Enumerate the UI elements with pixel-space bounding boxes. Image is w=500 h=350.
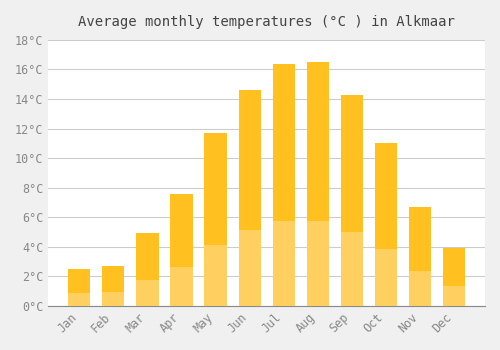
- Bar: [204, 133, 227, 306]
- Bar: [443, 286, 465, 306]
- Bar: [306, 62, 329, 306]
- Bar: [272, 221, 295, 306]
- Bar: [170, 194, 192, 306]
- Bar: [136, 233, 158, 306]
- Bar: [409, 271, 431, 306]
- Bar: [375, 143, 397, 306]
- Bar: [170, 267, 192, 306]
- Bar: [272, 64, 295, 306]
- Bar: [204, 245, 227, 306]
- Bar: [375, 249, 397, 306]
- Bar: [238, 230, 260, 306]
- Bar: [68, 293, 90, 306]
- Bar: [238, 90, 260, 306]
- Bar: [306, 220, 329, 306]
- Bar: [409, 207, 431, 306]
- Title: Average monthly temperatures (°C ) in Alkmaar: Average monthly temperatures (°C ) in Al…: [78, 15, 455, 29]
- Bar: [136, 280, 158, 306]
- Bar: [341, 232, 363, 306]
- Bar: [102, 266, 124, 306]
- Bar: [443, 248, 465, 306]
- Bar: [341, 94, 363, 306]
- Bar: [68, 269, 90, 306]
- Bar: [102, 292, 124, 306]
